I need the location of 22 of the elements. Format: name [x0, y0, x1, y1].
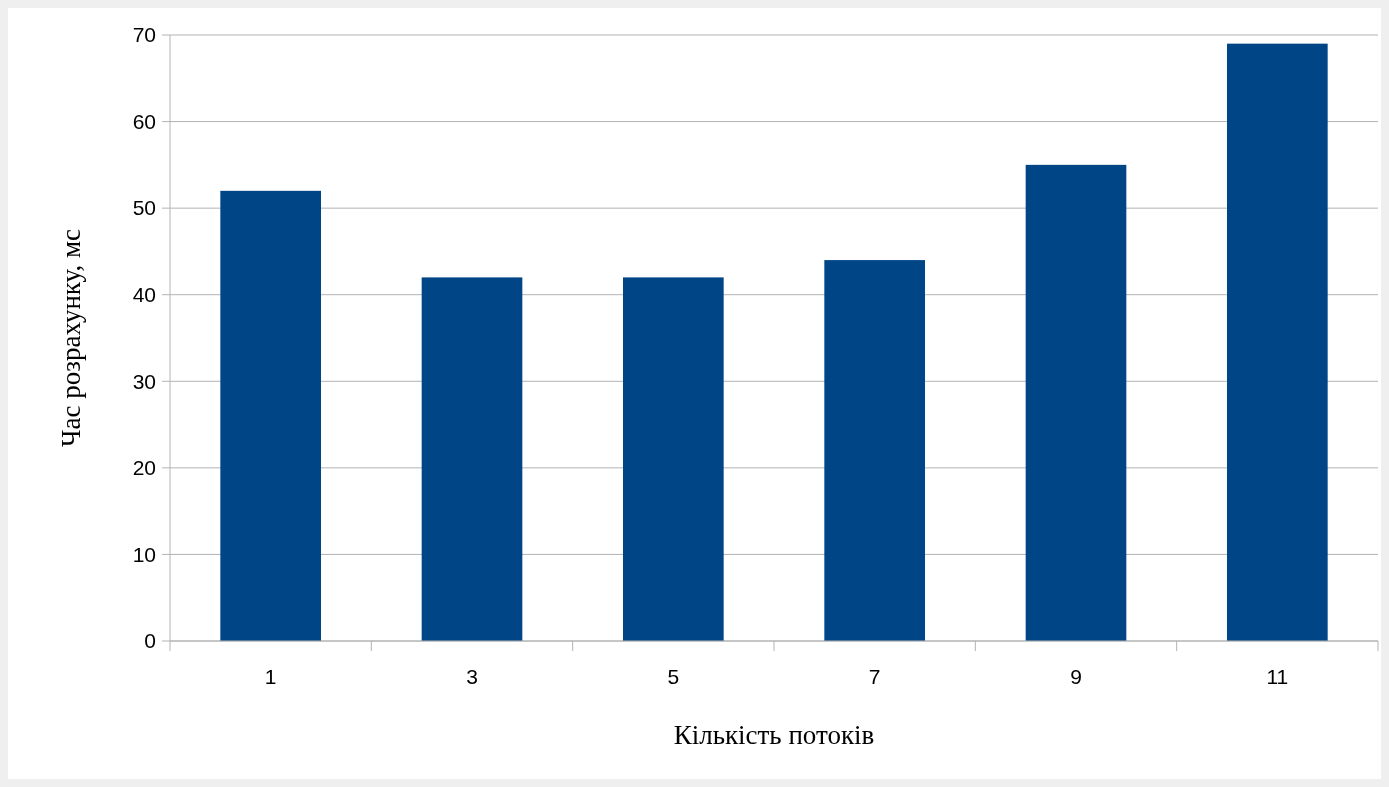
x-tick-label: 9	[1070, 665, 1082, 688]
y-tick-label: 30	[132, 369, 156, 393]
x-tick-label: 5	[667, 665, 680, 688]
bar	[623, 277, 724, 641]
y-tick-label: 50	[132, 196, 156, 220]
bar	[824, 260, 925, 641]
bar	[1025, 164, 1127, 641]
bar	[1227, 43, 1328, 641]
y-axis-title: Час розрахунку, мс	[56, 229, 86, 447]
bar	[220, 190, 321, 641]
y-tick-label: 0	[144, 629, 156, 653]
y-tick-label: 60	[132, 109, 156, 133]
x-tick-label: 7	[868, 665, 881, 688]
x-tick-label: 3	[466, 665, 478, 688]
x-axis-title: Кількість потоків	[673, 720, 875, 750]
y-tick-label: 70	[132, 23, 156, 47]
y-tick-label: 40	[132, 283, 156, 307]
y-tick-label: 20	[132, 456, 156, 480]
x-tick-label: 1	[264, 665, 277, 688]
x-tick-label: 11	[1266, 665, 1289, 688]
y-tick-label: 10	[132, 542, 156, 566]
bar	[421, 277, 523, 641]
